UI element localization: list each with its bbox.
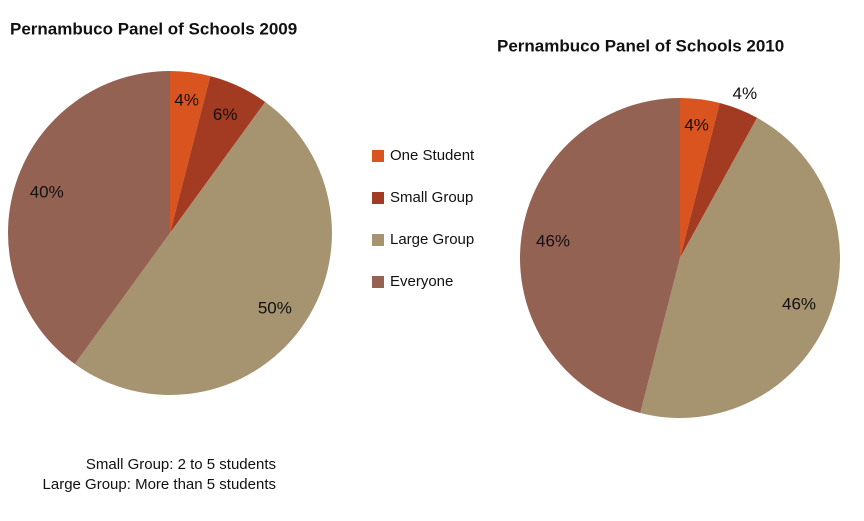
pie-slice	[680, 98, 720, 258]
pie-slice	[74, 101, 332, 395]
legend-swatch	[372, 276, 384, 288]
pie-slice	[640, 117, 840, 419]
legend-swatch	[372, 234, 384, 246]
pie-slice	[680, 103, 758, 258]
legend-label: Everyone	[390, 273, 453, 290]
pie-slice	[170, 71, 211, 233]
data-label: 4%	[684, 116, 709, 135]
data-label: 46%	[782, 295, 816, 314]
note-line: Small Group: 2 to 5 students	[85, 456, 276, 473]
data-label: 46%	[536, 231, 570, 250]
data-label: 6%	[213, 105, 238, 124]
data-label: 4%	[733, 84, 758, 103]
legend-swatch	[372, 150, 384, 162]
legend-swatch	[372, 192, 384, 204]
note-line: Large Group: More than 5 students	[42, 476, 276, 493]
legend-label: Large Group	[390, 231, 474, 248]
pie-slice	[520, 98, 680, 413]
note: Small Group: 2 to 5 students Large Group…	[20, 455, 276, 495]
pie-slice	[7, 71, 171, 365]
legend-label: One Student	[390, 147, 475, 164]
data-label: 40%	[30, 182, 64, 201]
chart-title: Pernambuco Panel of Schools 2010	[497, 36, 784, 55]
legend-label: Small Group	[390, 189, 473, 206]
data-label: 4%	[174, 91, 199, 110]
pie-slice	[170, 76, 266, 233]
chart-title: Pernambuco Panel of Schools 2009	[10, 19, 297, 38]
data-label: 50%	[258, 299, 292, 318]
